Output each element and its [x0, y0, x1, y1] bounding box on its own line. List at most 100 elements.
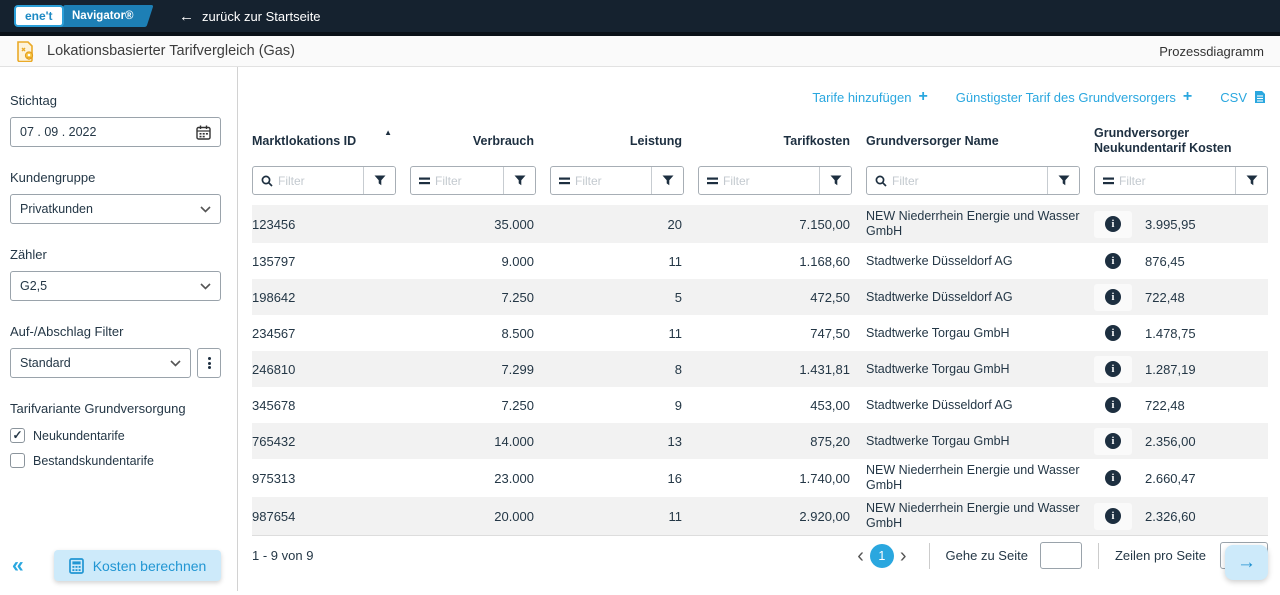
table-row[interactable]: 198642 7.250 5 472,50 Stadtwerke Düsseld… [252, 279, 1268, 315]
auf-abschlag-select[interactable]: Standard [10, 348, 191, 378]
csv-export-link[interactable]: CSV [1220, 90, 1266, 105]
prozessdiagramm-link[interactable]: Prozessdiagramm [1159, 44, 1264, 59]
sort-ascending-icon: ▲ [384, 128, 392, 138]
guenstigster-tarif-link[interactable]: Günstigster Tarif des Grundversorgers + [956, 89, 1192, 105]
tarifvariante-checkbox[interactable] [10, 453, 25, 468]
column-header-verbrauch[interactable]: Verbrauch [410, 120, 550, 166]
tariff-info-button[interactable]: i [1094, 465, 1132, 492]
cell-leistung: 5 [550, 279, 698, 315]
tariff-info-button[interactable]: i [1094, 356, 1132, 383]
cell-neukundentarif-kosten: i 876,45 [1094, 243, 1268, 279]
csv-file-icon [1254, 90, 1266, 104]
funnel-filter-button[interactable] [363, 167, 395, 194]
goto-page-input[interactable] [1040, 542, 1082, 569]
tarifvariante-option[interactable]: Neukundentarife [10, 428, 221, 443]
filter-sidebar: Stichtag 07 . 09 . 2022 Kundengruppe Pri… [0, 67, 238, 591]
filter-input-leistung[interactable] [575, 174, 651, 188]
tarifvariante-option-label: Bestandskundentarife [33, 454, 154, 468]
table-row[interactable]: 345678 7.250 9 453,00 Stadtwerke Düsseld… [252, 387, 1268, 423]
cell-leistung: 9 [550, 387, 698, 423]
previous-page-button[interactable]: ‹ [851, 546, 870, 566]
equals-icon [699, 177, 723, 185]
cell-verbrauch: 14.000 [410, 423, 550, 459]
funnel-filter-button[interactable] [503, 167, 535, 194]
equals-icon [1095, 177, 1119, 185]
cell-verbrauch: 7.250 [410, 387, 550, 423]
cell-marktlokations-id: 765432 [252, 423, 410, 459]
table-row[interactable]: 975313 23.000 16 1.740,00 NEW Niederrhei… [252, 459, 1268, 497]
table-row[interactable]: 135797 9.000 11 1.168,60 Stadtwerke Düss… [252, 243, 1268, 279]
tarifvariante-option[interactable]: Bestandskundentarife [10, 453, 221, 468]
filter-input-verbrauch[interactable] [435, 174, 503, 188]
funnel-filter-button[interactable] [819, 167, 851, 194]
next-step-button[interactable]: → [1225, 545, 1268, 580]
cell-marktlokations-id: 987654 [252, 497, 410, 535]
filter-tarifkosten [698, 166, 852, 195]
cell-neukundentarif-kosten: i 722,48 [1094, 279, 1268, 315]
cost-value: 2.326,60 [1145, 509, 1196, 524]
enet-navigator-logo[interactable]: ene't Navigator® [14, 5, 149, 27]
table-row[interactable]: 234567 8.500 11 747,50 Stadtwerke Torgau… [252, 315, 1268, 351]
funnel-filter-button[interactable] [1047, 167, 1079, 194]
cell-leistung: 11 [550, 497, 698, 535]
filter-neukundentarif-kosten [1094, 166, 1268, 195]
table-row[interactable]: 123456 35.000 20 7.150,00 NEW Niederrhei… [252, 205, 1268, 243]
column-header-grundversorger-name[interactable]: Grundversorger Name [866, 120, 1094, 166]
filter-input-neukundentarif-kosten[interactable] [1119, 174, 1235, 188]
info-icon: i [1105, 216, 1121, 232]
cell-tarifkosten: 1.740,00 [698, 459, 866, 497]
calendar-icon[interactable] [196, 125, 211, 140]
tariff-info-button[interactable]: i [1094, 428, 1132, 455]
tariff-document-icon [16, 41, 35, 62]
funnel-filter-button[interactable] [651, 167, 683, 194]
filter-input-tarifkosten[interactable] [723, 174, 819, 188]
cell-grundversorger-name: NEW Niederrhein Energie und Wasser GmbH [866, 205, 1094, 243]
tarifvariante-checkbox[interactable] [10, 428, 25, 443]
filter-input-grundversorger-name[interactable] [892, 174, 1047, 188]
tariff-info-button[interactable]: i [1094, 284, 1132, 311]
divider [1098, 543, 1099, 569]
column-header-marktlokations-id[interactable]: Marktlokations ID▲ [252, 120, 410, 166]
cell-tarifkosten: 472,50 [698, 279, 866, 315]
main-content: Tarife hinzufügen + Günstigster Tarif de… [238, 67, 1280, 591]
tariff-info-button[interactable]: i [1094, 320, 1132, 347]
tarifvariante-option-label: Neukundentarife [33, 429, 125, 443]
cell-leistung: 11 [550, 243, 698, 279]
zaehler-select[interactable]: G2,5 [10, 271, 221, 301]
column-header-leistung[interactable]: Leistung [550, 120, 698, 166]
cost-value: 2.660,47 [1145, 471, 1196, 486]
tarifvariante-label: Tarifvariante Grundversorgung [10, 401, 221, 416]
stichtag-date-input[interactable]: 07 . 09 . 2022 [10, 117, 221, 147]
cell-verbrauch: 7.299 [410, 351, 550, 387]
tariff-info-button[interactable]: i [1094, 211, 1132, 238]
tariff-comparison-table: Marktlokations ID▲ Verbrauch Leistung Ta… [252, 120, 1268, 535]
next-page-button[interactable]: › [894, 546, 913, 566]
topbar: ene't Navigator® ← zurück zur Startseite [0, 0, 1280, 36]
column-header-tarifkosten[interactable]: Tarifkosten [698, 120, 866, 166]
table-row[interactable]: 765432 14.000 13 875,20 Stadtwerke Torga… [252, 423, 1268, 459]
tariff-info-button[interactable]: i [1094, 503, 1132, 530]
cell-tarifkosten: 875,20 [698, 423, 866, 459]
page-number-button[interactable]: 1 [870, 544, 894, 568]
tarife-hinzufuegen-link[interactable]: Tarife hinzufügen + [812, 89, 927, 105]
kosten-berechnen-button[interactable]: Kosten berechnen [54, 550, 222, 581]
chevron-down-icon [200, 283, 211, 290]
column-header-neukundentarif-kosten[interactable]: Grundversorger Neukundentarif Kosten [1094, 120, 1268, 166]
filter-input-marktlokations-id[interactable] [278, 174, 363, 188]
funnel-filter-button[interactable] [1235, 167, 1267, 194]
tariff-info-button[interactable]: i [1094, 248, 1132, 275]
cell-neukundentarif-kosten: i 722,48 [1094, 387, 1268, 423]
info-icon: i [1105, 470, 1121, 486]
tariff-info-button[interactable]: i [1094, 392, 1132, 419]
auf-abschlag-menu-button[interactable] [197, 348, 221, 378]
back-to-home-link[interactable]: ← zurück zur Startseite [179, 8, 321, 25]
cell-tarifkosten: 453,00 [698, 387, 866, 423]
collapse-sidebar-button[interactable]: « [12, 555, 24, 576]
stichtag-label: Stichtag [10, 93, 221, 108]
table-row[interactable]: 987654 20.000 11 2.920,00 NEW Niederrhei… [252, 497, 1268, 535]
equals-icon [551, 177, 575, 185]
cell-leistung: 11 [550, 315, 698, 351]
kundengruppe-select[interactable]: Privatkunden [10, 194, 221, 224]
table-header-row: Marktlokations ID▲ Verbrauch Leistung Ta… [252, 120, 1268, 166]
table-row[interactable]: 246810 7.299 8 1.431,81 Stadtwerke Torga… [252, 351, 1268, 387]
